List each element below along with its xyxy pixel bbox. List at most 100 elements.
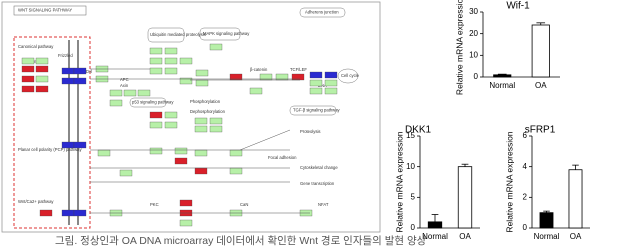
bar xyxy=(427,221,443,229)
pathway-label: MAPK signaling pathway xyxy=(203,31,250,36)
gene-box xyxy=(119,169,133,177)
gene-box xyxy=(164,67,178,75)
node-label: Dephosphorylation xyxy=(190,109,226,114)
gene-box xyxy=(73,209,87,217)
gene-box xyxy=(324,79,338,87)
gene-box xyxy=(324,87,338,95)
gene-box xyxy=(61,67,75,75)
gene-box xyxy=(61,141,75,149)
gene-box xyxy=(179,199,193,207)
y-tick-label: 4 xyxy=(523,162,528,171)
node-label: Phosphorylation xyxy=(190,99,221,104)
gene-label: TCF/LEF xyxy=(290,67,307,72)
highlight-box xyxy=(13,36,91,229)
diagram-frame xyxy=(1,1,381,233)
y-axis-label: Relative mRNA expression xyxy=(394,131,404,232)
gene-box xyxy=(179,219,193,227)
y-tick-label: 10 xyxy=(469,50,478,59)
gene-label: CaN xyxy=(240,202,248,207)
gene-box xyxy=(194,149,208,157)
x-tick-label: Normal xyxy=(489,81,515,90)
gene-box xyxy=(249,87,263,95)
gene-box xyxy=(324,71,338,79)
gene-box xyxy=(21,65,35,73)
node-label: Cytoskeletal change xyxy=(300,165,338,170)
gene-box xyxy=(73,141,87,149)
gene-box xyxy=(229,149,243,157)
gene-box xyxy=(209,125,223,133)
gene-box xyxy=(73,77,87,85)
gene-box xyxy=(35,85,49,93)
x-tick-label: Normal xyxy=(534,232,560,241)
gene-box xyxy=(309,87,323,95)
node-label: Gene transcription xyxy=(300,181,335,186)
node-label: Focal adhesion xyxy=(268,155,297,160)
gene-box xyxy=(194,167,208,175)
gene-box xyxy=(21,85,35,93)
gene-box xyxy=(21,57,35,65)
gene-box xyxy=(309,79,323,87)
y-tick-label: 0 xyxy=(411,223,416,232)
pathway-oval xyxy=(199,27,241,41)
error-bar xyxy=(461,163,469,167)
gene-box xyxy=(149,47,163,55)
section-label: Wnt/Ca2+ pathway xyxy=(18,199,54,204)
gene-box xyxy=(174,147,188,155)
bar xyxy=(493,74,512,78)
pathway-oval xyxy=(147,27,185,43)
gene-box xyxy=(209,117,223,125)
gene-box xyxy=(109,89,123,97)
arrow-line xyxy=(239,129,291,151)
pathway-oval xyxy=(289,105,337,116)
pathway-label: Cell cycle xyxy=(341,73,360,78)
gene-label: APC xyxy=(120,77,129,82)
pathway-label: TGF-β signaling pathway xyxy=(293,108,341,113)
gene-box xyxy=(137,89,151,97)
title-box xyxy=(13,5,87,16)
bar xyxy=(457,166,473,229)
pathway-label: Adherens junction xyxy=(305,10,339,15)
gene-box xyxy=(174,157,188,165)
gene-box xyxy=(149,67,163,75)
gene-box xyxy=(123,89,137,97)
pathway-label: Ubiquitin mediated proteolysis xyxy=(150,32,206,37)
gene-box xyxy=(149,147,163,155)
caption: 그림. 정상인과 OA DNA microarray 데이터에서 확인한 Wnt… xyxy=(55,234,427,247)
gene-box xyxy=(35,57,49,65)
gene-boxes xyxy=(21,43,338,227)
y-tick-label: 2 xyxy=(523,192,528,201)
gene-box xyxy=(164,57,178,65)
x-tick-label: Normal xyxy=(422,232,448,241)
chart-title: Wif-1 xyxy=(506,1,530,12)
pathway-oval xyxy=(337,68,359,84)
y-axis-label: Relative mRNA expression xyxy=(504,131,514,232)
gene-box xyxy=(73,67,87,75)
gene-box xyxy=(309,71,323,79)
diagram-title: WNT SIGNALING PATHWAY xyxy=(18,8,72,13)
bar xyxy=(539,212,554,229)
gene-box xyxy=(164,47,178,55)
x-tick-label: OA xyxy=(535,81,547,90)
y-tick-label: 0 xyxy=(474,72,479,81)
chart-title: sFRP1 xyxy=(525,125,556,136)
gene-box xyxy=(179,77,193,85)
gene-label: Dvl xyxy=(86,69,92,74)
node-label: DNA xyxy=(318,83,327,88)
bar xyxy=(531,24,550,78)
error-bar xyxy=(572,164,579,170)
y-tick-label: 5 xyxy=(411,192,416,201)
gene-box xyxy=(61,209,75,217)
gene-box xyxy=(229,167,243,175)
y-tick-label: 6 xyxy=(523,131,528,140)
gene-box xyxy=(179,57,193,65)
gene-box xyxy=(195,79,209,87)
gene-box xyxy=(164,121,178,129)
y-tick-label: 0 xyxy=(523,223,528,232)
x-tick-label: OA xyxy=(570,232,582,241)
gene-box xyxy=(209,43,223,51)
y-tick-label: 20 xyxy=(469,29,478,38)
gene-box xyxy=(35,75,49,83)
chart-title: DKK1 xyxy=(405,125,432,136)
gene-box xyxy=(194,125,208,133)
